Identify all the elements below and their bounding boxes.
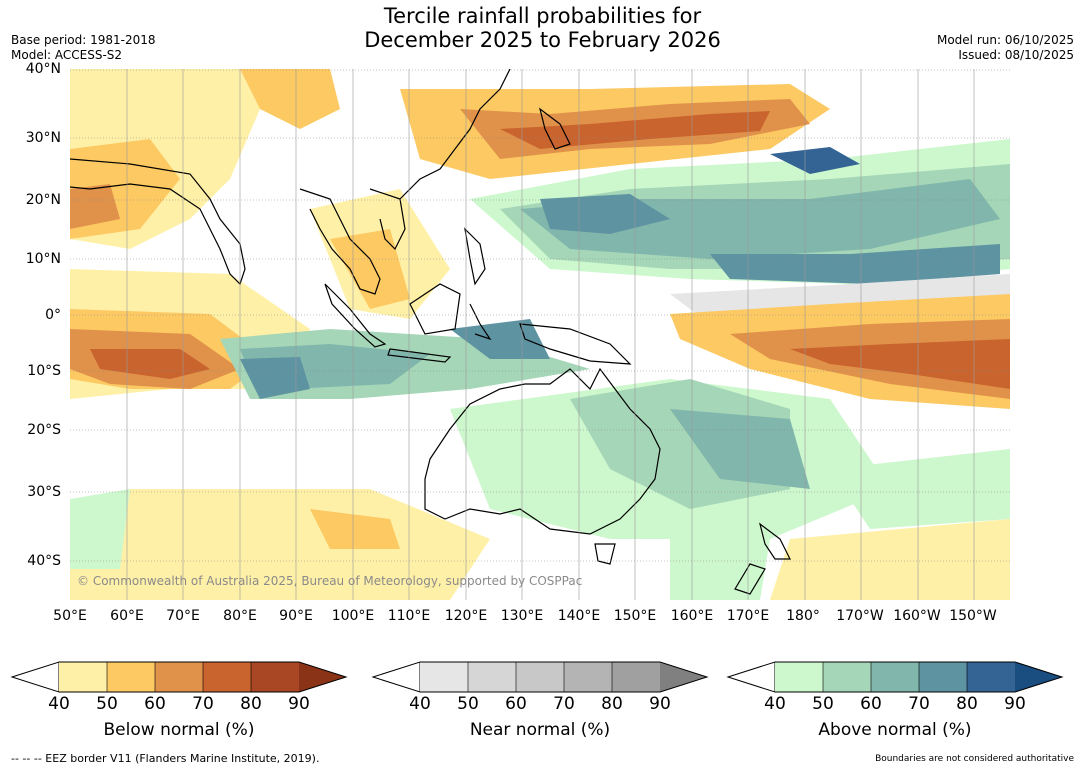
lat-label-30n: 30°N	[25, 130, 61, 146]
lat-label-equator: 0°	[45, 307, 61, 323]
colorbars	[10, 661, 1064, 693]
lat-label-10s: 10°S	[27, 363, 61, 379]
below-tick: 60	[144, 694, 166, 714]
base-period-text: Base period: 1981-2018	[11, 33, 156, 47]
below-tick: 50	[96, 694, 118, 714]
near-tick: 90	[649, 694, 671, 714]
model-run-text: Model run: 06/10/2025	[936, 33, 1074, 47]
graticule	[70, 69, 1010, 562]
above-tick: 60	[860, 694, 882, 714]
lat-label-20n: 20°N	[25, 192, 61, 208]
lat-label-40s: 40°S	[27, 553, 61, 569]
run-info: Model run: 06/10/2025 Issued: 08/10/2025	[937, 33, 1074, 63]
near-tick: 60	[505, 694, 527, 714]
above-normal-colorbar	[726, 661, 1064, 693]
lon-label: 120°E	[444, 608, 488, 624]
lon-label: 140°E	[557, 608, 601, 624]
below-tick: 70	[192, 694, 214, 714]
lon-label: 130°E	[500, 608, 544, 624]
near-tick: 80	[601, 694, 623, 714]
lon-label: 170°E	[726, 608, 770, 624]
near-tick: 50	[457, 694, 479, 714]
lon-label: 170°W	[836, 608, 884, 624]
below-tick: 90	[288, 694, 310, 714]
lat-label-10n: 10°N	[25, 251, 61, 267]
copyright-notice: © Commonwealth of Australia 2025, Bureau…	[77, 574, 583, 588]
lon-label: 90°E	[279, 608, 313, 624]
lon-label: 70°E	[166, 608, 200, 624]
eez-border-note: -- -- -- EEZ border V11 (Flanders Marine…	[11, 752, 320, 765]
lon-label: 150°W	[949, 608, 997, 624]
below-normal-colorbar	[10, 661, 348, 693]
boundary-disclaimer: Boundaries are not considered authoritat…	[875, 754, 1074, 764]
near-normal-colorbar	[371, 661, 709, 693]
lon-label: 180°	[786, 608, 820, 624]
below-tick: 80	[240, 694, 262, 714]
meridians	[126, 69, 975, 600]
lat-label-30s: 30°S	[27, 484, 61, 500]
lat-label-40n: 40°N	[25, 61, 61, 77]
probability-shading	[70, 69, 1010, 600]
model-name-text: Model: ACCESS-S2	[11, 48, 123, 62]
above-tick: 40	[764, 694, 786, 714]
title-line-1: Tercile rainfall probabilities for	[383, 4, 702, 28]
lon-label: 110°E	[387, 608, 431, 624]
above-normal-label: Above normal (%)	[818, 720, 972, 740]
lon-label: 160°E	[670, 608, 714, 624]
lon-label: 50°E	[53, 608, 87, 624]
near-tick: 70	[553, 694, 575, 714]
lon-label: 80°E	[223, 608, 257, 624]
model-info: Base period: 1981-2018 Model: ACCESS-S2	[11, 33, 156, 63]
map-title: Tercile rainfall probabilities for Decem…	[0, 4, 1085, 52]
near-tick: 40	[409, 694, 431, 714]
title-line-2: December 2025 to February 2026	[364, 28, 721, 52]
above-tick: 70	[908, 694, 930, 714]
lon-label: 100°E	[331, 608, 375, 624]
lon-label: 60°E	[110, 608, 144, 624]
lon-label: 160°W	[893, 608, 941, 624]
coastlines	[70, 69, 791, 595]
below-normal-label: Below normal (%)	[103, 720, 255, 740]
probability-map	[70, 69, 1010, 600]
below-tick: 40	[48, 694, 70, 714]
issued-date-text: Issued: 08/10/2025	[958, 48, 1074, 62]
above-tick: 50	[812, 694, 834, 714]
near-normal-label: Near normal (%)	[469, 720, 611, 740]
above-tick: 90	[1004, 694, 1026, 714]
lat-label-20s: 20°S	[27, 422, 61, 438]
above-tick: 80	[956, 694, 978, 714]
lon-label: 150°E	[613, 608, 657, 624]
